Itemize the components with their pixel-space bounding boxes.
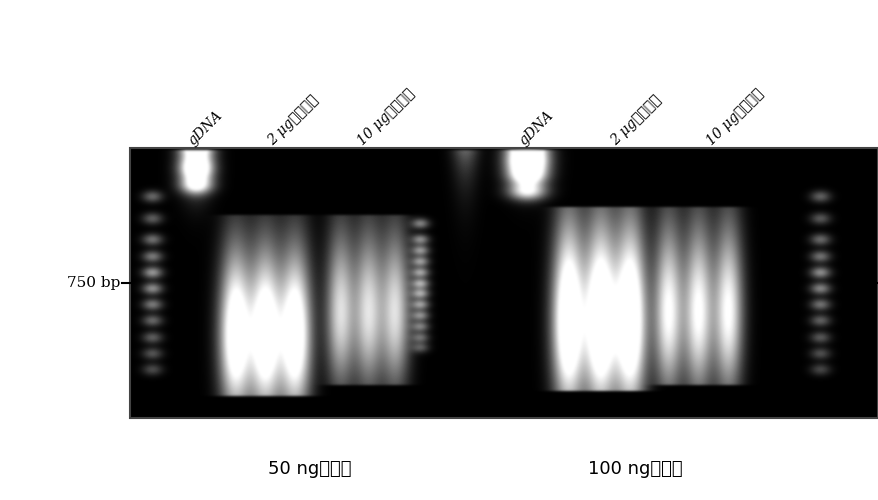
Text: 2 μg包埋体系: 2 μg包埋体系 (608, 92, 663, 148)
Text: 50 ng投入量: 50 ng投入量 (268, 460, 351, 478)
Text: 10 μg包埋体系: 10 μg包埋体系 (355, 86, 416, 148)
Text: 2 μg包埋体系: 2 μg包埋体系 (265, 92, 320, 148)
Text: gDNA: gDNA (516, 108, 556, 148)
Text: gDNA: gDNA (186, 108, 226, 148)
Bar (130, 148, 877, 418)
Text: 10 μg包埋体系: 10 μg包埋体系 (703, 86, 765, 148)
Text: 750 bp: 750 bp (67, 276, 120, 290)
Bar (130, 148, 877, 418)
Text: 100 ng投入量: 100 ng投入量 (587, 460, 681, 478)
